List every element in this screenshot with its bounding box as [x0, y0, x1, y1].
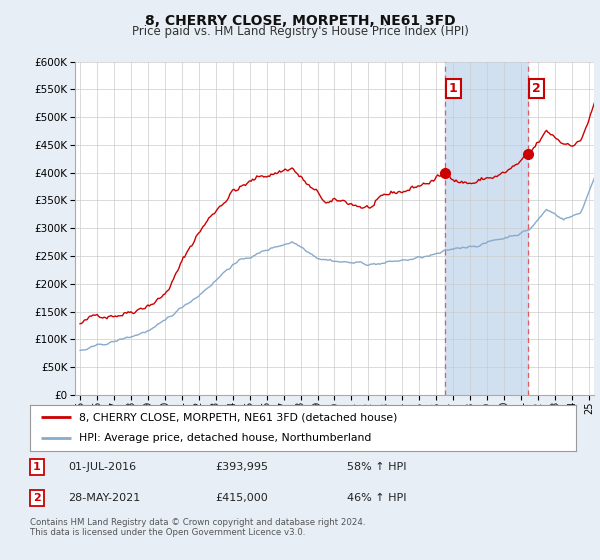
- Text: 8, CHERRY CLOSE, MORPETH, NE61 3FD (detached house): 8, CHERRY CLOSE, MORPETH, NE61 3FD (deta…: [79, 412, 398, 422]
- Text: £393,995: £393,995: [215, 462, 269, 472]
- Text: 28-MAY-2021: 28-MAY-2021: [68, 493, 140, 503]
- Text: 8, CHERRY CLOSE, MORPETH, NE61 3FD: 8, CHERRY CLOSE, MORPETH, NE61 3FD: [145, 14, 455, 28]
- Text: Contains HM Land Registry data © Crown copyright and database right 2024.
This d: Contains HM Land Registry data © Crown c…: [30, 518, 365, 538]
- Text: 46% ↑ HPI: 46% ↑ HPI: [347, 493, 406, 503]
- Text: 58% ↑ HPI: 58% ↑ HPI: [347, 462, 406, 472]
- Text: Price paid vs. HM Land Registry's House Price Index (HPI): Price paid vs. HM Land Registry's House …: [131, 25, 469, 38]
- Text: 2: 2: [532, 82, 541, 95]
- Text: £415,000: £415,000: [215, 493, 268, 503]
- Text: 1: 1: [449, 82, 458, 95]
- Text: 2: 2: [32, 493, 40, 503]
- Text: 01-JUL-2016: 01-JUL-2016: [68, 462, 136, 472]
- Text: 1: 1: [32, 462, 40, 472]
- Bar: [445, 62, 527, 395]
- Text: HPI: Average price, detached house, Northumberland: HPI: Average price, detached house, Nort…: [79, 433, 371, 444]
